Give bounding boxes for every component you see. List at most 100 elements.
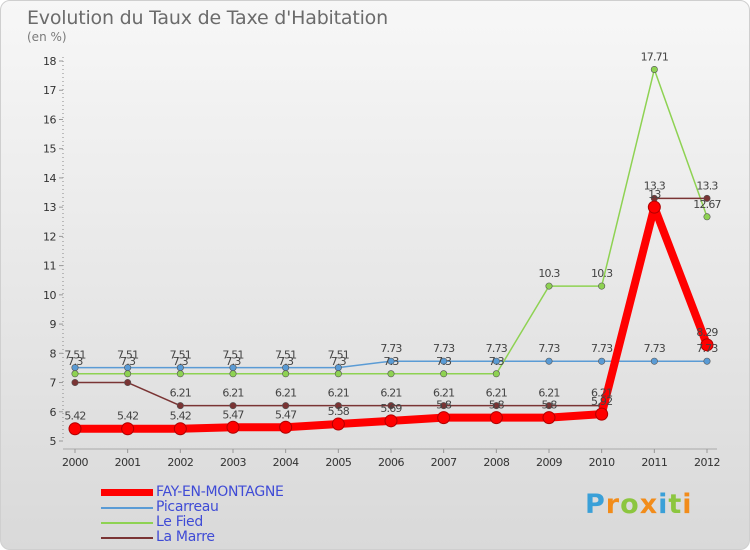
data-label: 6.21 bbox=[222, 387, 243, 400]
legend-label: Picarreau bbox=[156, 499, 219, 515]
x-tick-label: 2008 bbox=[483, 456, 509, 469]
data-label: 5.42 bbox=[170, 410, 191, 423]
legend-swatch bbox=[101, 522, 153, 524]
data-label: 7.73 bbox=[591, 342, 613, 355]
x-tick-label: 2003 bbox=[220, 456, 246, 469]
data-point bbox=[650, 65, 658, 73]
y-tick-label: 10 bbox=[43, 289, 56, 302]
data-point bbox=[331, 417, 345, 431]
data-point bbox=[492, 370, 500, 378]
data-label: 17.71 bbox=[641, 50, 669, 63]
data-label: 7.3 bbox=[120, 355, 136, 368]
data-point bbox=[492, 402, 500, 410]
data-label: 5.69 bbox=[380, 402, 402, 415]
x-tick-label: 2005 bbox=[325, 456, 351, 469]
data-point bbox=[282, 370, 290, 378]
data-point bbox=[545, 357, 553, 365]
data-label: 7.73 bbox=[538, 342, 560, 355]
data-point bbox=[545, 282, 553, 290]
y-tick-label: 11 bbox=[43, 260, 56, 273]
data-label: 7.3 bbox=[331, 355, 347, 368]
data-point bbox=[598, 282, 606, 290]
data-point bbox=[598, 357, 606, 365]
data-label: 5.42 bbox=[117, 410, 138, 423]
y-tick-label: 8 bbox=[50, 347, 57, 360]
data-label: 5.8 bbox=[489, 399, 505, 412]
data-label: 7.73 bbox=[486, 342, 508, 355]
data-point bbox=[71, 379, 79, 387]
proxiti-logo: Proxiti bbox=[585, 489, 693, 520]
data-point bbox=[647, 200, 661, 214]
y-tick-label: 12 bbox=[43, 230, 56, 243]
data-point bbox=[384, 414, 398, 428]
data-point bbox=[229, 370, 237, 378]
x-tick-label: 2002 bbox=[167, 456, 193, 469]
data-point bbox=[226, 420, 240, 434]
x-tick-label: 2011 bbox=[641, 456, 667, 469]
legend-label: FAY-EN-MONTAGNE bbox=[156, 484, 284, 500]
data-point bbox=[387, 370, 395, 378]
data-point bbox=[124, 370, 132, 378]
data-label: 7.51 bbox=[275, 349, 296, 362]
data-point bbox=[440, 402, 448, 410]
data-label: 5.92 bbox=[591, 395, 612, 408]
data-label: 6.21 bbox=[433, 387, 454, 400]
series-line bbox=[74, 68, 708, 375]
data-label: 13.3 bbox=[644, 179, 666, 192]
y-tick-label: 16 bbox=[43, 113, 56, 126]
data-point bbox=[703, 194, 711, 202]
x-tick-label: 2001 bbox=[115, 456, 141, 469]
data-point bbox=[282, 402, 290, 410]
x-tick-label: 2007 bbox=[431, 456, 457, 469]
data-label: 7.73 bbox=[644, 342, 666, 355]
data-label: 10.3 bbox=[538, 267, 560, 280]
data-label: 6.21 bbox=[538, 387, 559, 400]
data-point bbox=[492, 357, 500, 365]
data-point bbox=[173, 422, 187, 436]
x-tick-label: 2012 bbox=[694, 456, 720, 469]
y-tick-label: 7 bbox=[50, 377, 57, 390]
data-point bbox=[71, 370, 79, 378]
data-point bbox=[68, 422, 82, 436]
data-label: 13 bbox=[648, 188, 661, 201]
data-point bbox=[440, 357, 448, 365]
x-tick-label: 2004 bbox=[273, 456, 299, 469]
data-label: 7.51 bbox=[170, 349, 191, 362]
data-label: 7.73 bbox=[696, 342, 718, 355]
data-point bbox=[176, 402, 184, 410]
data-label: 13.3 bbox=[696, 179, 718, 192]
x-tick-label: 2010 bbox=[589, 456, 615, 469]
data-label: 7.73 bbox=[380, 342, 402, 355]
data-point bbox=[700, 338, 714, 352]
data-label: 7.3 bbox=[278, 355, 294, 368]
x-tick-label: 2006 bbox=[378, 456, 404, 469]
y-tick-label: 13 bbox=[43, 201, 56, 214]
legend-swatch bbox=[101, 537, 153, 539]
y-tick-label: 5 bbox=[50, 435, 57, 448]
chart-subtitle: (en %) bbox=[27, 30, 67, 44]
data-point bbox=[703, 213, 711, 221]
data-label: 7.51 bbox=[328, 349, 349, 362]
x-tick-label: 2009 bbox=[536, 456, 562, 469]
data-point bbox=[545, 402, 553, 410]
data-label: 6.21 bbox=[591, 387, 612, 400]
data-point bbox=[440, 370, 448, 378]
data-point bbox=[334, 370, 342, 378]
data-point bbox=[387, 402, 395, 410]
data-point bbox=[542, 411, 556, 425]
data-point bbox=[334, 402, 342, 410]
data-label: 10.3 bbox=[591, 267, 613, 280]
data-point bbox=[489, 411, 503, 425]
y-tick-label: 18 bbox=[43, 55, 56, 68]
data-point bbox=[229, 402, 237, 410]
legend-label: La Marre bbox=[156, 529, 215, 545]
data-label: 12.67 bbox=[693, 198, 721, 211]
legend-label: Le Fied bbox=[156, 514, 203, 530]
data-point bbox=[650, 357, 658, 365]
data-label: 6.21 bbox=[328, 387, 349, 400]
data-label: 7.3 bbox=[383, 355, 399, 368]
data-label: 7.3 bbox=[225, 355, 241, 368]
data-label: 5.47 bbox=[275, 408, 297, 421]
